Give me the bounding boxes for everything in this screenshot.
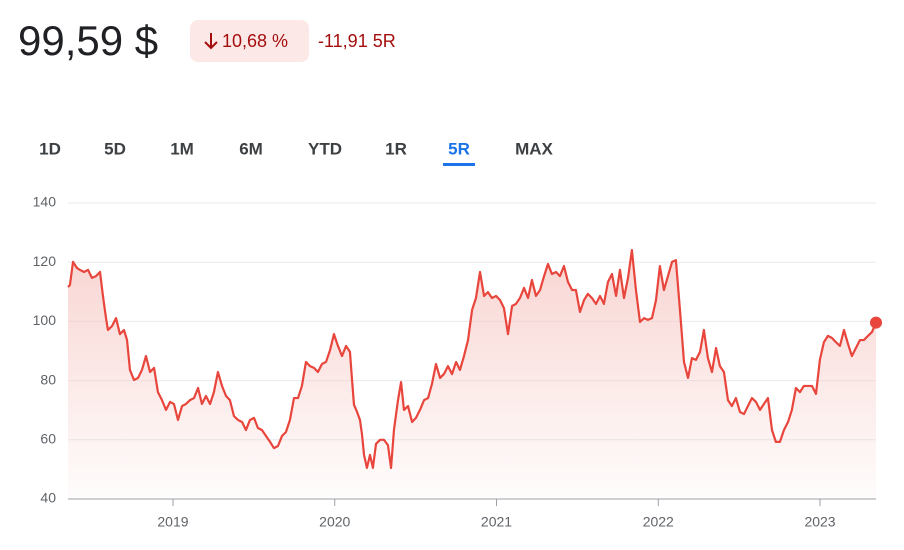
range-tab[interactable]: 5R <box>448 139 470 158</box>
y-tick-label: 80 <box>40 371 56 387</box>
y-tick-label: 60 <box>40 431 56 447</box>
range-tab[interactable]: YTD <box>308 139 342 158</box>
price: 99,59 $ <box>18 17 158 64</box>
range-tab[interactable]: MAX <box>515 139 553 158</box>
y-tick-label: 40 <box>40 490 56 506</box>
y-tick-label: 120 <box>33 253 57 269</box>
y-tick-label: 140 <box>33 194 57 210</box>
change-percent: 10,68 % <box>222 31 288 51</box>
last-point <box>870 316 882 329</box>
range-tab[interactable]: 6M <box>239 139 263 158</box>
x-tick-label: 2023 <box>804 514 835 530</box>
x-tick-label: 2022 <box>643 514 674 530</box>
x-tick-label: 2019 <box>157 514 188 530</box>
plot <box>67 248 882 499</box>
price-line <box>67 248 878 470</box>
y-tick-label: 100 <box>33 312 57 328</box>
x-tick-label: 2021 <box>481 514 512 530</box>
tab-underline <box>443 163 475 166</box>
range-tab[interactable]: 5D <box>104 139 126 158</box>
range-tab[interactable]: 1R <box>385 139 407 158</box>
range-tabs: 1D 5D 1M 6M YTD 1R 5R MAX <box>39 139 554 166</box>
range-tab[interactable]: 1M <box>170 139 194 158</box>
range-tab[interactable]: 1D <box>39 139 61 158</box>
x-tick-label: 2020 <box>319 514 350 530</box>
down-arrow <box>204 33 218 50</box>
change-abs: -11,91 5R <box>318 31 396 51</box>
area-fill <box>68 250 876 499</box>
change-badge <box>190 20 309 62</box>
